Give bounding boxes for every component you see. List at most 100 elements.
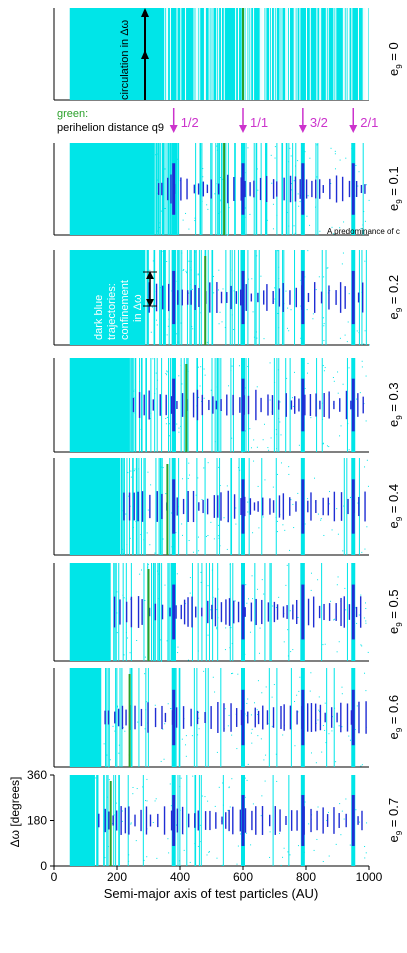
confined-bar [148,607,151,617]
confined-bar [348,180,351,198]
confined-bar [233,494,236,519]
confined-bar [235,708,238,727]
circulation-dot [106,754,108,756]
x-tick-label: 800 [296,870,316,884]
circulation-dot [360,594,362,596]
gap-line [325,8,327,100]
gap-line [176,8,178,100]
circulation-dot [135,840,137,842]
circulation-dot [162,250,164,252]
circulation-dot [177,652,179,654]
circulation-dot [328,503,330,505]
resonance-arrow-1-1: 1/1 [239,108,268,133]
circulation-dot [253,336,255,338]
confined-bar [309,394,312,416]
gap-line [316,8,318,100]
circulation-dot [288,225,290,227]
confined-bar [310,703,313,732]
circulation-dot [310,417,312,419]
confined-bar [113,596,116,628]
circulation-streak [229,250,231,345]
circulation-dot [221,864,223,866]
circulation-dot [331,226,333,228]
confined-bar [117,708,120,727]
circulation-streak [177,143,179,235]
circulation-dot [130,470,132,472]
resonance-confined [172,795,176,846]
circulation-block [69,458,121,555]
circulation-streak [254,563,256,661]
circulation-dot [340,425,342,427]
circulation-dot [322,860,324,862]
circulation-dot [194,843,196,845]
confined-bar [154,603,157,621]
circulation-dot [337,576,339,578]
circulation-dot [162,728,164,730]
resonance-confined [351,378,355,432]
resonance-confined [351,270,355,325]
circulation-dot [222,288,224,290]
circulation-streak [169,143,171,235]
gap-line [299,8,301,100]
confined-bar [192,490,195,523]
circulation-streak [248,458,250,555]
circulation-dot [208,851,210,853]
confined-bar [257,501,259,512]
circulation-dot [344,587,346,589]
confined-bar [253,180,255,198]
circulation-dot [155,154,157,156]
confined-bar [283,704,285,731]
circulation-streak [275,250,277,345]
confined-bar [255,389,257,421]
circulation-dot [132,786,134,788]
circulation-streak [160,250,162,345]
circulation-dot [130,823,132,825]
circulation-dot [278,327,280,329]
circulation-dot [247,501,249,503]
circulation-dot [203,397,205,399]
confined-bar [247,395,250,415]
circulation-dot [244,207,246,209]
circulation-streak [217,143,219,235]
circulation-dot [146,341,148,343]
circulation-dot [306,309,308,311]
gap-line [306,8,307,100]
circulation-streak [204,458,206,555]
circulation-streak [216,458,218,555]
circulation-dot [275,429,277,431]
circulation-dot [244,777,246,779]
confined-bar [177,290,179,305]
circulation-dot [335,761,337,763]
circulation-dot [309,224,311,226]
confined-bar [261,599,263,625]
circulation-dot [195,494,197,496]
confined-bar [195,606,197,618]
confined-bar [304,394,306,416]
circulation-dot [189,592,191,594]
circulation-dot [349,739,351,741]
circulation-dot [163,338,165,340]
circulation-dot [207,634,209,636]
circulation-dot [176,573,178,575]
circulation-streak [168,358,170,452]
circulation-dot [153,640,155,642]
confined-bar [338,813,340,828]
confined-bar [112,815,114,826]
circulation-dot [307,498,309,500]
circulation-dot [322,725,324,727]
circulation-dot [198,728,200,730]
circulation-dot [156,570,158,572]
circulation-dot [231,437,233,439]
circulation-streak [159,563,161,661]
circulation-dot [257,485,259,487]
circulation-dot [219,545,221,547]
circulation-dot [170,159,172,161]
circulation-dot [216,149,218,151]
gap-line [263,8,265,100]
circulation-dot [245,584,247,586]
circulation-dot [294,165,296,167]
circulation-streak [317,143,319,235]
circulation-dot [233,329,235,331]
circulation-dot [205,536,207,538]
circulation-streak [270,563,272,661]
